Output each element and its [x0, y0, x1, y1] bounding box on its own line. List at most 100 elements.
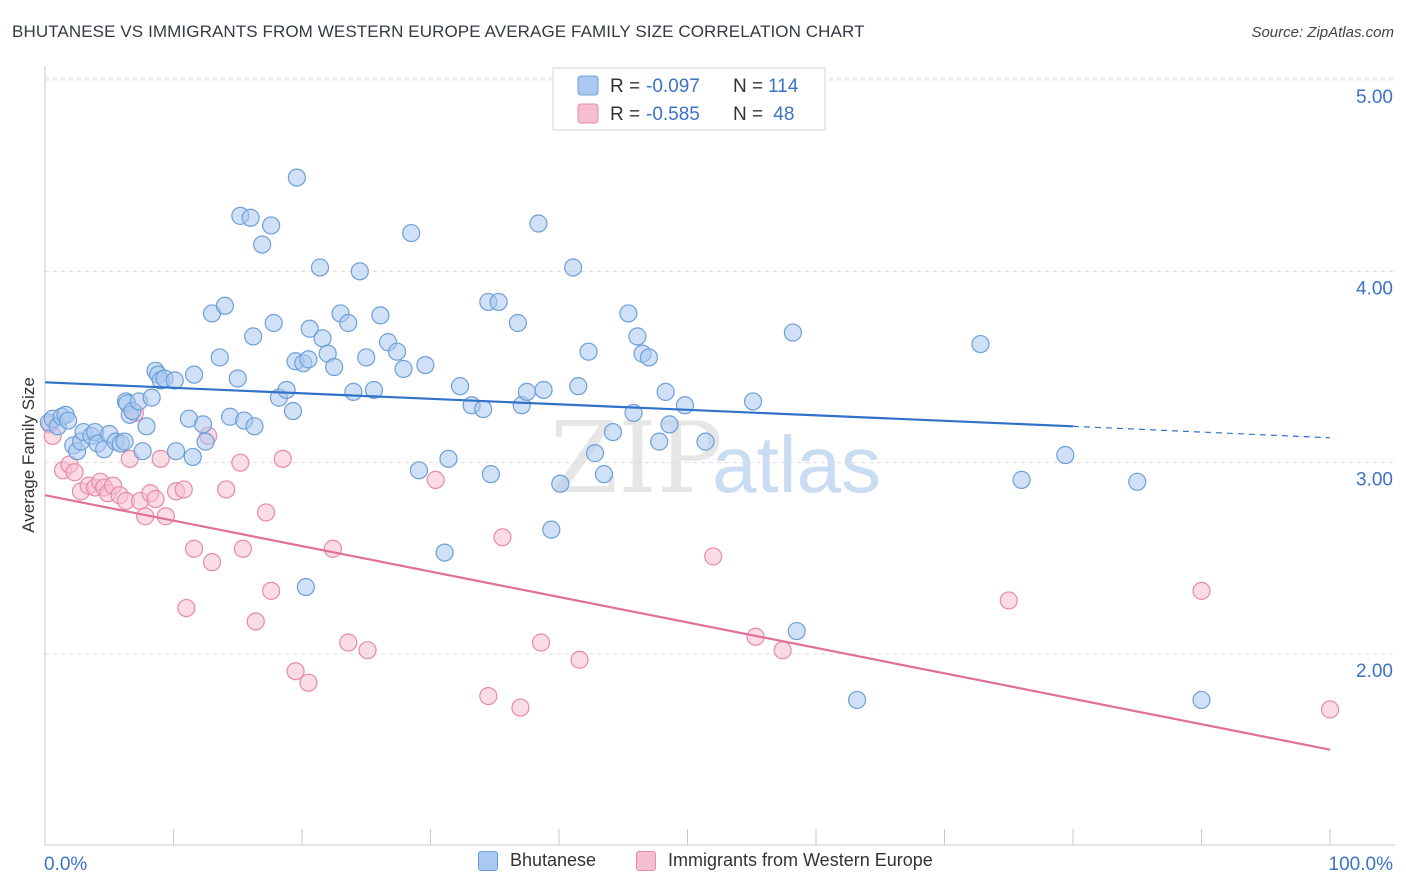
- data-point-bhutanese: [569, 377, 588, 396]
- data-point-bhutanese: [313, 329, 332, 348]
- data-point-bhutanese: [300, 319, 319, 338]
- data-point-bhutanese: [656, 382, 675, 401]
- data-point-bhutanese: [387, 342, 407, 361]
- legend-r-label-2: R =: [610, 104, 640, 125]
- data-point-bhutanese: [357, 348, 376, 367]
- data-point-bhutanese: [1128, 472, 1147, 491]
- data-point-bhutanese: [283, 401, 303, 421]
- data-point-bhutanese: [639, 348, 659, 367]
- data-point-bhutanese: [193, 415, 213, 434]
- data-point-bhutanese: [184, 365, 204, 384]
- legend-n-label-2: N =: [733, 104, 763, 125]
- data-point-immigrants: [177, 598, 196, 618]
- legend-label-bhutanese: Bhutanese: [510, 850, 597, 870]
- data-point-immigrants: [246, 612, 265, 631]
- data-point-bhutanese: [474, 399, 493, 419]
- data-point-immigrants: [999, 591, 1018, 610]
- data-point-bhutanese: [165, 371, 184, 390]
- gridlines: [45, 77, 1395, 655]
- data-point-bhutanese: [244, 327, 263, 346]
- data-point-immigrants: [493, 528, 512, 547]
- trend-lines: [44, 381, 1331, 751]
- data-point-bhutanese: [594, 465, 614, 484]
- data-point-bhutanese: [228, 369, 247, 388]
- data-point-bhutanese: [696, 432, 715, 451]
- data-point-immigrants: [184, 539, 204, 558]
- data-point-bhutanese: [542, 520, 561, 539]
- data-point-bhutanese: [59, 411, 78, 430]
- data-point-immigrants: [1320, 700, 1340, 719]
- data-point-bhutanese: [971, 334, 990, 354]
- data-point-immigrants: [358, 641, 377, 660]
- data-point-bhutanese: [215, 296, 234, 315]
- data-point-bhutanese: [137, 417, 156, 436]
- series-bhutanese: [39, 168, 1211, 710]
- data-point-bhutanese: [166, 442, 186, 461]
- data-point-bhutanese: [660, 415, 679, 434]
- data-point-bhutanese: [628, 327, 647, 346]
- y-tick-label: 4.00: [1356, 278, 1393, 299]
- data-point-bhutanese: [743, 392, 763, 411]
- data-point-bhutanese: [1056, 445, 1075, 465]
- y-tick-label: 2.00: [1356, 661, 1393, 682]
- legend-item-immigrants: Immigrants from Western Europe: [636, 850, 933, 871]
- legend-swatch-pink: [577, 103, 599, 124]
- data-point-bhutanese: [579, 342, 598, 361]
- data-point-bhutanese: [264, 313, 283, 333]
- data-point-bhutanese: [439, 449, 458, 468]
- data-point-immigrants: [217, 480, 236, 499]
- data-point-immigrants: [146, 489, 165, 509]
- data-point-bhutanese: [650, 432, 669, 451]
- data-point-immigrants: [231, 453, 250, 472]
- legend-swatch-blue: [577, 75, 599, 96]
- y-tick-label: 5.00: [1356, 87, 1393, 108]
- data-point-bhutanese: [296, 577, 315, 597]
- trend-line-bhutanese: [44, 381, 1074, 428]
- data-point-bhutanese: [394, 359, 413, 379]
- legend-item-bhutanese: Bhutanese: [478, 850, 596, 871]
- data-point-bhutanese: [564, 258, 583, 277]
- data-point-immigrants: [233, 539, 252, 558]
- data-point-bhutanese: [409, 461, 429, 480]
- data-point-bhutanese: [489, 292, 508, 312]
- chart-title: BHUTANESE VS IMMIGRANTS FROM WESTERN EUR…: [12, 22, 865, 41]
- data-point-bhutanese: [450, 377, 470, 396]
- y-tick-labels: 2.00 3.00 4.00 5.00: [1356, 87, 1393, 682]
- legend-n-label-1: N =: [733, 76, 763, 97]
- y-tick-label: 3.00: [1356, 470, 1393, 491]
- data-point-bhutanese: [787, 621, 806, 641]
- axes: [44, 66, 1395, 846]
- data-point-immigrants: [65, 463, 84, 482]
- stats-legend: R = -0.097 N = 114 R = -0.585 N = 48: [552, 67, 826, 131]
- watermark-atlas: atlas: [712, 420, 881, 509]
- data-point-immigrants: [156, 507, 175, 526]
- data-point-immigrants: [511, 698, 530, 717]
- data-point-bhutanese: [262, 216, 281, 235]
- data-point-bhutanese: [364, 380, 384, 400]
- legend-r-value-1: -0.097: [646, 76, 700, 97]
- data-point-bhutanese: [435, 543, 454, 562]
- data-point-bhutanese: [299, 350, 318, 369]
- data-point-bhutanese: [344, 382, 363, 401]
- legend-swatch-bhutanese: [478, 850, 498, 871]
- data-point-immigrants: [202, 553, 222, 572]
- legend-label-immigrants: Immigrants from Western Europe: [668, 850, 933, 870]
- legend-r-label-1: R =: [610, 76, 640, 97]
- data-point-bhutanese: [277, 380, 296, 400]
- data-point-immigrants: [531, 633, 551, 652]
- y-axis-label: Average Family Size: [19, 377, 38, 533]
- data-point-bhutanese: [675, 396, 695, 415]
- data-point-immigrants: [339, 633, 358, 652]
- legend-n-value-2: 48: [768, 104, 794, 125]
- x-tick-labels: 0.0% 100.0%: [44, 854, 1393, 875]
- data-point-immigrants: [773, 641, 792, 660]
- trend-line-immigrants: [44, 494, 1331, 751]
- trend-line-bhutanese-extension: [1072, 425, 1331, 439]
- data-point-bhutanese: [551, 474, 570, 493]
- data-point-bhutanese: [371, 306, 390, 325]
- data-point-bhutanese: [245, 417, 264, 436]
- data-point-bhutanese: [508, 313, 527, 333]
- data-point-immigrants: [1192, 581, 1211, 600]
- x-tick-label-min: 0.0%: [44, 854, 87, 875]
